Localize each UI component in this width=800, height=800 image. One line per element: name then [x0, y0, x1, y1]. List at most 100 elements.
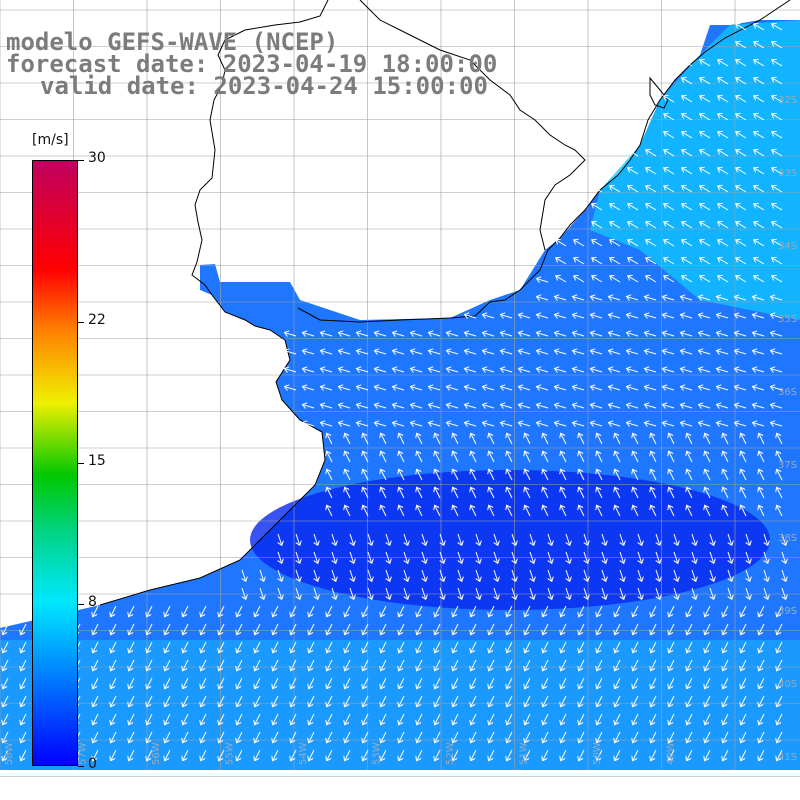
- wind-arrow: [367, 551, 374, 565]
- wind-arrow: [662, 112, 675, 121]
- colorbar-unit: [m/s]: [32, 132, 69, 148]
- wind-arrow: [697, 402, 711, 409]
- wind-arrow: [626, 148, 639, 157]
- wind-arrow: [469, 641, 477, 654]
- wind-arrow: [109, 659, 117, 672]
- wind-arrow: [559, 695, 567, 708]
- wind-arrow: [451, 695, 459, 708]
- wind-arrow: [505, 713, 513, 726]
- wind-arrow: [775, 504, 783, 517]
- wind-arrow: [715, 402, 729, 409]
- wind-arrow: [463, 366, 477, 373]
- wind-arrow: [734, 274, 747, 283]
- wind-arrow: [716, 274, 729, 283]
- wind-arrow: [421, 569, 428, 583]
- wind-arrow: [163, 677, 171, 690]
- wind-arrow: [91, 605, 99, 618]
- wind-arrow: [463, 312, 477, 319]
- wind-arrow: [554, 238, 567, 247]
- wind-arrow: [301, 402, 315, 409]
- wind-arrow: [433, 605, 441, 618]
- wind-arrow: [127, 605, 135, 618]
- wind-arrow: [577, 749, 585, 762]
- wind-arrow: [91, 677, 99, 690]
- wind-arrow: [757, 641, 765, 654]
- wind-arrow: [631, 641, 639, 654]
- wind-arrow: [511, 533, 518, 547]
- wind-arrow: [499, 312, 513, 319]
- wind-arrow: [715, 348, 729, 355]
- wind-arrow: [505, 641, 513, 654]
- wind-arrow: [752, 274, 765, 283]
- wind-arrow: [625, 402, 639, 409]
- wind-arrow: [109, 623, 117, 636]
- wind-arrow: [727, 587, 734, 601]
- wind-arrow: [439, 533, 446, 547]
- wind-arrow: [703, 605, 711, 618]
- wind-arrow: [541, 659, 549, 672]
- wind-arrow: [698, 94, 711, 103]
- wind-arrow: [770, 112, 783, 121]
- wind-arrow: [613, 659, 621, 672]
- wind-arrow: [625, 294, 639, 301]
- wind-arrow: [457, 569, 464, 583]
- wind-arrow: [644, 148, 657, 157]
- wind-arrow: [409, 330, 423, 337]
- wind-arrow: [739, 677, 747, 690]
- wind-arrow: [409, 384, 423, 391]
- wind-arrow: [631, 432, 639, 445]
- wind-arrow: [553, 312, 567, 319]
- wind-arrow: [379, 504, 387, 517]
- wind-arrow: [739, 486, 747, 499]
- wind-arrow: [553, 294, 567, 301]
- wind-arrow: [697, 312, 711, 319]
- wind-arrow: [331, 587, 338, 601]
- wind-arrow: [745, 569, 752, 583]
- wind-arrow: [679, 294, 693, 301]
- wind-arrow: [685, 677, 693, 690]
- wind-arrow: [325, 695, 333, 708]
- wind-arrow: [649, 486, 657, 499]
- wind-arrow: [775, 486, 783, 499]
- wind-arrow: [421, 551, 428, 565]
- wind-arrow: [127, 659, 135, 672]
- wind-arrow: [685, 641, 693, 654]
- wind-arrow: [649, 605, 657, 618]
- wind-arrow: [481, 402, 495, 409]
- wind-arrow: [397, 605, 405, 618]
- wind-arrow: [331, 551, 338, 565]
- wind-arrow: [752, 202, 765, 211]
- wind-arrow: [733, 384, 747, 391]
- wind-arrow: [703, 677, 711, 690]
- wind-arrow: [511, 587, 518, 601]
- wind-arrow: [253, 641, 261, 654]
- wind-arrow: [325, 659, 333, 672]
- wind-arrow: [181, 731, 189, 744]
- wind-arrow: [685, 659, 693, 672]
- wind-arrow: [644, 166, 657, 175]
- wind-arrow: [163, 623, 171, 636]
- wind-arrow: [277, 569, 284, 583]
- wind-arrow: [661, 384, 675, 391]
- wind-arrow: [349, 533, 356, 547]
- coastline-path: [99, 0, 329, 606]
- wind-arrow: [505, 623, 513, 636]
- wind-arrow: [734, 202, 747, 211]
- wind-arrow: [734, 112, 747, 121]
- wind-arrow: [397, 641, 405, 654]
- wind-arrow: [271, 659, 279, 672]
- wind-arrow: [319, 366, 333, 373]
- wind-arrow: [433, 677, 441, 690]
- wind-arrow: [145, 605, 153, 618]
- wind-arrow: [721, 486, 729, 499]
- wind-arrow: [451, 432, 459, 445]
- wind-arrow: [475, 551, 482, 565]
- wind-arrow: [571, 366, 585, 373]
- wind-arrow: [487, 641, 495, 654]
- wind-arrow: [679, 312, 693, 319]
- bottom-strip: [0, 770, 800, 800]
- wind-arrow: [751, 348, 765, 355]
- wind-arrow: [608, 238, 621, 247]
- wind-arrow: [373, 348, 387, 355]
- wind-arrow: [590, 274, 603, 283]
